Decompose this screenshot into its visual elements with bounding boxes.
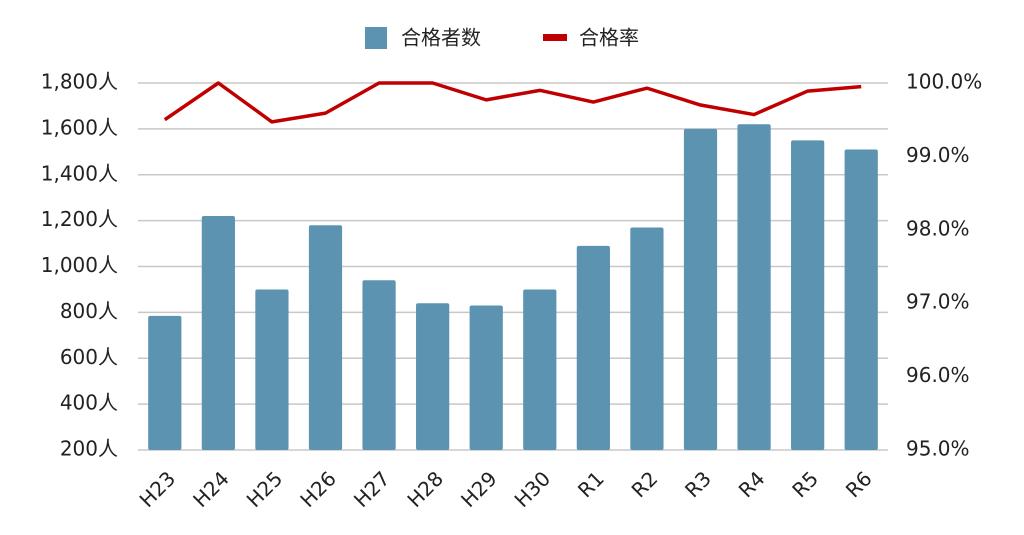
y-tick-label: 1,000人 xyxy=(41,253,118,277)
bar xyxy=(469,305,503,450)
x-tick-label: R5 xyxy=(787,466,823,502)
x-tick-label: R2 xyxy=(627,466,663,502)
x-tick-label: H26 xyxy=(295,466,341,512)
bar xyxy=(630,227,664,450)
bar xyxy=(523,289,557,450)
legend-label: 合格率 xyxy=(579,26,639,50)
bar xyxy=(416,303,450,450)
y-tick-label: 600人 xyxy=(60,345,118,369)
legend-label: 合格者数 xyxy=(401,26,481,50)
x-tick-label: R6 xyxy=(841,466,877,502)
bar xyxy=(255,289,289,450)
y2-tick-label: 96.0% xyxy=(906,363,970,387)
y-tick-label: 1,800人 xyxy=(41,70,118,94)
bar xyxy=(201,216,235,450)
y-tick-label: 400人 xyxy=(60,391,118,415)
bar xyxy=(576,245,610,450)
bar xyxy=(308,225,343,450)
x-tick-label: H25 xyxy=(242,466,288,512)
bar xyxy=(844,149,878,451)
y2-tick-label: 100.0% xyxy=(906,70,982,94)
bar xyxy=(737,124,771,450)
bar xyxy=(791,140,825,450)
y-tick-label: 800人 xyxy=(60,299,118,323)
bar xyxy=(683,128,718,450)
y-tick-label: 1,600人 xyxy=(41,115,118,139)
bar xyxy=(362,280,396,450)
x-tick-label: H28 xyxy=(402,466,448,512)
bar xyxy=(148,315,182,450)
x-tick-label: R3 xyxy=(680,466,716,502)
x-tick-label: H29 xyxy=(456,466,502,512)
y-tick-label: 200人 xyxy=(60,437,118,461)
y-tick-label: 1,200人 xyxy=(41,207,118,231)
x-tick-label: H27 xyxy=(349,466,395,512)
line xyxy=(163,81,862,124)
legend-swatch xyxy=(543,34,567,41)
legend-swatch xyxy=(365,27,387,49)
y2-tick-label: 99.0% xyxy=(906,143,970,167)
y-tick-label: 1,400人 xyxy=(41,161,118,185)
y2-tick-label: 97.0% xyxy=(906,290,970,314)
x-tick-label: R1 xyxy=(573,466,609,502)
x-tick-label: H24 xyxy=(188,466,234,512)
y2-tick-label: 98.0% xyxy=(906,216,970,240)
x-tick-label: H23 xyxy=(135,466,181,512)
y2-tick-label: 95.0% xyxy=(906,437,970,461)
x-tick-label: R4 xyxy=(734,466,770,502)
x-tick-label: H30 xyxy=(510,466,556,512)
